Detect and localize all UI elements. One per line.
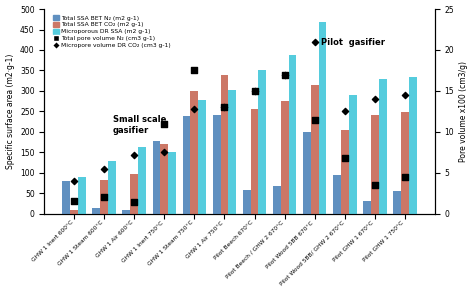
Bar — [311, 85, 319, 214]
Bar — [379, 79, 387, 214]
Legend: Total SSA BET N₂ (m2 g-1), Total SSA BET CO₂ (m2 g-1), Microporous DR SSA (m2 g-: Total SSA BET N₂ (m2 g-1), Total SSA BET… — [51, 14, 172, 49]
Point — [281, 72, 289, 77]
Bar — [341, 130, 349, 214]
Y-axis label: Pore volume x100 (cm3/g): Pore volume x100 (cm3/g) — [459, 61, 468, 162]
Bar — [62, 181, 70, 214]
Point — [251, 88, 258, 93]
Point — [160, 150, 168, 155]
Bar — [182, 116, 191, 214]
Bar — [258, 70, 266, 214]
Bar — [363, 201, 371, 214]
Bar — [371, 115, 379, 214]
Point — [191, 107, 198, 111]
Point — [70, 199, 78, 204]
Point — [281, 72, 289, 77]
Bar — [153, 141, 160, 214]
Point — [251, 88, 258, 93]
Bar — [220, 75, 228, 214]
Bar — [168, 152, 176, 214]
Point — [221, 105, 228, 110]
Y-axis label: Specific surface area (m2·g-1): Specific surface area (m2·g-1) — [6, 54, 15, 169]
Point — [371, 97, 379, 101]
Bar — [78, 177, 86, 214]
Point — [401, 175, 409, 179]
Bar — [289, 55, 296, 214]
Point — [311, 117, 319, 122]
Point — [70, 179, 78, 183]
Bar — [92, 208, 100, 214]
Bar — [273, 186, 281, 214]
Bar — [228, 90, 236, 214]
Point — [100, 195, 108, 200]
Bar — [319, 22, 327, 214]
Bar — [122, 210, 130, 214]
Bar — [108, 161, 116, 214]
Bar — [409, 77, 417, 214]
Text: Pilot  gasifier: Pilot gasifier — [321, 38, 385, 47]
Bar — [138, 147, 146, 214]
Point — [130, 200, 138, 205]
Point — [311, 39, 319, 44]
Bar — [281, 101, 289, 214]
Bar — [401, 112, 409, 214]
Bar — [349, 95, 356, 214]
Bar — [160, 144, 168, 214]
Point — [160, 121, 168, 126]
Bar — [213, 115, 220, 214]
Bar — [333, 175, 341, 214]
Bar — [251, 109, 258, 214]
Bar — [191, 91, 198, 214]
Bar — [243, 190, 251, 214]
Point — [191, 68, 198, 73]
Point — [100, 166, 108, 171]
Bar — [198, 100, 206, 214]
Point — [341, 109, 349, 114]
Bar — [70, 211, 78, 214]
Point — [221, 105, 228, 110]
Bar — [130, 174, 138, 214]
Point — [130, 152, 138, 157]
Text: Small scale
gasifier: Small scale gasifier — [113, 115, 166, 135]
Bar — [100, 180, 108, 214]
Point — [341, 156, 349, 161]
Point — [401, 93, 409, 97]
Bar — [393, 191, 401, 214]
Point — [371, 183, 379, 187]
Bar — [303, 132, 311, 214]
